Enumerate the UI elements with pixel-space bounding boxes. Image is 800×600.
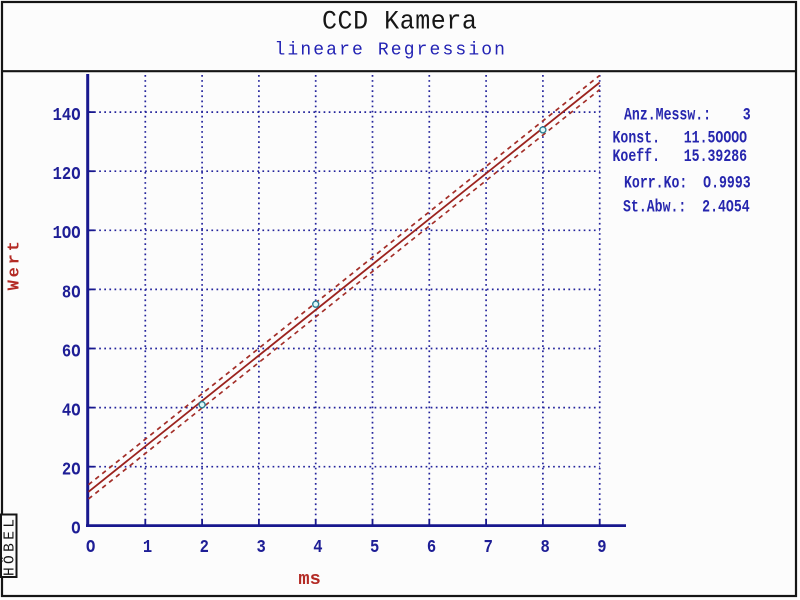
svg-text:2: 2 xyxy=(200,538,209,559)
svg-text:8O: 8O xyxy=(62,283,81,304)
svg-text:ms: ms xyxy=(298,568,320,590)
svg-text:7: 7 xyxy=(484,538,493,559)
svg-text:12O: 12O xyxy=(53,165,81,186)
svg-text:Wert: Wert xyxy=(6,238,25,290)
svg-text:5: 5 xyxy=(370,538,379,559)
svg-text:Konst. 11.5OOOO: Konst. 11.5OOOO xyxy=(613,128,748,148)
svg-text:9: 9 xyxy=(597,538,606,559)
svg-text:6: 6 xyxy=(427,538,436,559)
svg-text:1OO: 1OO xyxy=(53,224,81,245)
svg-text:Koeff. 15.39286: Koeff. 15.39286 xyxy=(613,146,748,166)
svg-text:HÖBEL: HÖBEL xyxy=(1,516,19,577)
svg-text:O: O xyxy=(71,520,80,541)
svg-text:3: 3 xyxy=(256,538,265,559)
svg-text:4: 4 xyxy=(313,538,322,559)
svg-text:Korr.Ko: O.9993: Korr.Ko: O.9993 xyxy=(624,173,751,193)
svg-text:4O: 4O xyxy=(62,401,81,422)
svg-text:14O: 14O xyxy=(53,106,81,127)
svg-text:lineare Regression: lineare Regression xyxy=(275,40,508,60)
svg-text:2O: 2O xyxy=(62,460,81,481)
svg-text:St.Abw.: 2.4O54: St.Abw.: 2.4O54 xyxy=(623,197,750,217)
svg-text:O: O xyxy=(86,538,95,559)
svg-text:6O: 6O xyxy=(62,342,81,363)
svg-text:Anz.Messw.: 3: Anz.Messw.: 3 xyxy=(624,105,751,125)
svg-text:1: 1 xyxy=(143,538,152,559)
svg-text:CCD Kamera: CCD Kamera xyxy=(322,6,477,37)
svg-text:8: 8 xyxy=(540,538,549,559)
